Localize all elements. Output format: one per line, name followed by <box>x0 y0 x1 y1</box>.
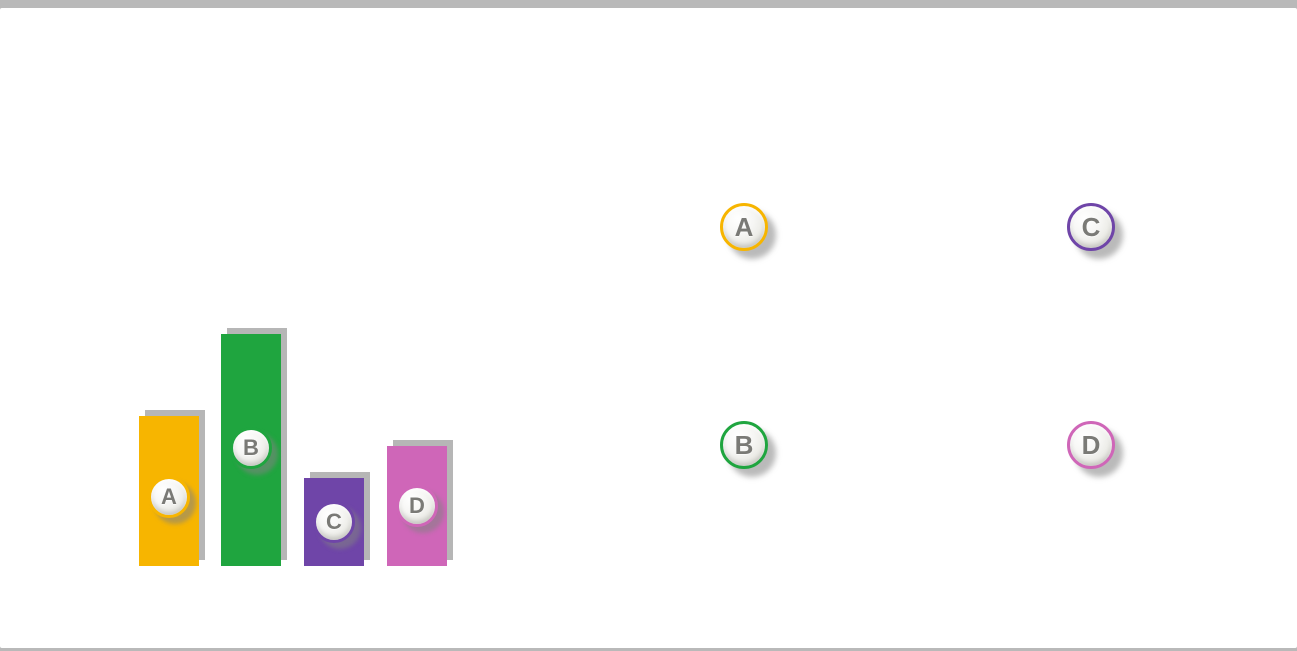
bar-c-badge-label: C <box>326 509 342 535</box>
legend-c-label: C <box>1082 212 1101 243</box>
legend-c-badge: C <box>1067 203 1115 251</box>
legend-a-label: A <box>735 212 754 243</box>
legend-b-badge: B <box>720 421 768 469</box>
chart-canvas: A B C D A C <box>0 8 1297 648</box>
legend-a-badge: A <box>720 203 768 251</box>
bar-b-badge-label: B <box>243 435 259 461</box>
bar-d-badge: D <box>396 485 438 527</box>
legend-b-label: B <box>735 430 754 461</box>
bar-a-badge: A <box>148 476 190 518</box>
legend-d-badge: D <box>1067 421 1115 469</box>
legend-d-label: D <box>1082 430 1101 461</box>
bar-a-badge-label: A <box>161 484 177 510</box>
bar-c-badge: C <box>313 501 355 543</box>
bar-b-badge: B <box>230 427 272 469</box>
bar-d-badge-label: D <box>409 493 425 519</box>
